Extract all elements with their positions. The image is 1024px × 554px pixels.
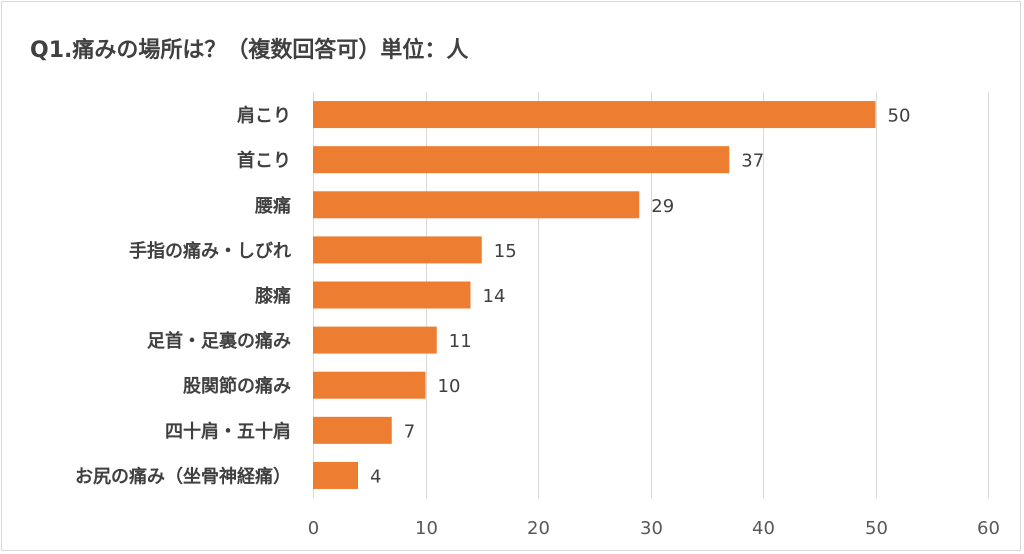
data-label: 15 — [494, 241, 517, 262]
data-label: 29 — [651, 196, 674, 217]
bar — [313, 371, 426, 399]
data-label: 7 — [404, 421, 415, 442]
category-label: 股関節の痛み — [182, 375, 291, 397]
bar — [313, 461, 358, 489]
category-label: お尻の痛み（坐骨神経痛） — [75, 465, 291, 487]
x-tick-label: 60 — [977, 518, 1000, 539]
bar — [313, 146, 730, 174]
x-tick-label: 40 — [752, 518, 775, 539]
data-label: 10 — [438, 376, 461, 397]
data-label: 11 — [449, 331, 472, 352]
data-label: 14 — [483, 286, 506, 307]
bars — [313, 101, 876, 489]
bar — [313, 191, 640, 219]
x-tick-label: 10 — [415, 518, 438, 539]
bar — [313, 236, 482, 264]
category-label: 足首・足裏の痛み — [147, 330, 291, 352]
bar — [313, 416, 392, 444]
category-label: 四十肩・五十肩 — [165, 420, 291, 442]
bar — [313, 326, 437, 354]
category-label: 肩こり — [237, 105, 291, 127]
category-label: 手指の痛み・しびれ — [129, 240, 291, 262]
labels: 0 10 20 30 40 50 60 肩こり 50 首こり 37 腰痛 29 手指の痛み・しびれ 15 膝痛… — [75, 105, 1000, 539]
x-tick-label: 0 — [308, 518, 319, 539]
chart-title: Q1.痛みの場所は？（複数回答可）単位：人 — [30, 38, 469, 63]
category-label: 膝痛 — [255, 285, 291, 307]
category-label: 腰痛 — [254, 195, 291, 217]
x-tick-label: 30 — [640, 518, 663, 539]
category-label: 首こり — [237, 150, 291, 172]
data-label: 4 — [370, 466, 381, 487]
x-tick-label: 50 — [865, 518, 888, 539]
bar — [313, 281, 471, 309]
data-label: 50 — [888, 106, 911, 127]
data-label: 37 — [741, 151, 764, 172]
x-tick-label: 20 — [527, 518, 550, 539]
bar — [313, 101, 876, 129]
